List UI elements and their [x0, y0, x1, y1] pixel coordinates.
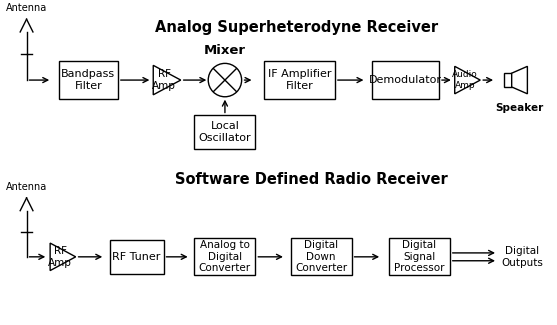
Text: Mixer: Mixer — [204, 45, 246, 58]
Bar — [194, 238, 255, 276]
Bar — [264, 61, 335, 99]
Bar — [59, 61, 118, 99]
Bar — [389, 238, 450, 276]
Bar — [504, 73, 512, 87]
Text: Software Defined Radio Receiver: Software Defined Radio Receiver — [175, 172, 448, 187]
Polygon shape — [512, 66, 527, 94]
Bar — [291, 238, 351, 276]
Text: Analog Superheterodyne Receiver: Analog Superheterodyne Receiver — [155, 20, 438, 34]
Text: IF Amplifier
Filter: IF Amplifier Filter — [268, 69, 331, 91]
Circle shape — [208, 63, 242, 97]
Text: RF Tuner: RF Tuner — [113, 252, 161, 262]
Text: Digital
Outputs: Digital Outputs — [501, 246, 543, 267]
Text: Demodulator: Demodulator — [369, 75, 442, 85]
Text: Antenna: Antenna — [6, 3, 47, 13]
Polygon shape — [455, 66, 480, 94]
Text: Analog to
Digital
Converter: Analog to Digital Converter — [199, 240, 251, 273]
Text: Audio
Amp: Audio Amp — [452, 71, 478, 90]
Polygon shape — [50, 243, 76, 271]
Bar — [372, 61, 439, 99]
Text: Antenna: Antenna — [6, 182, 47, 192]
Bar — [194, 115, 255, 149]
Text: RF
Amp: RF Amp — [152, 69, 176, 91]
Bar — [110, 240, 164, 274]
Text: Digital
Signal
Processor: Digital Signal Processor — [394, 240, 444, 273]
Text: RF
Amp: RF Amp — [48, 246, 72, 267]
Text: Digital
Down
Converter: Digital Down Converter — [295, 240, 347, 273]
Text: Bandpass
Filter: Bandpass Filter — [61, 69, 115, 91]
Polygon shape — [153, 65, 180, 95]
Text: Local
Oscillator: Local Oscillator — [199, 121, 251, 143]
Text: Speaker: Speaker — [495, 103, 544, 113]
